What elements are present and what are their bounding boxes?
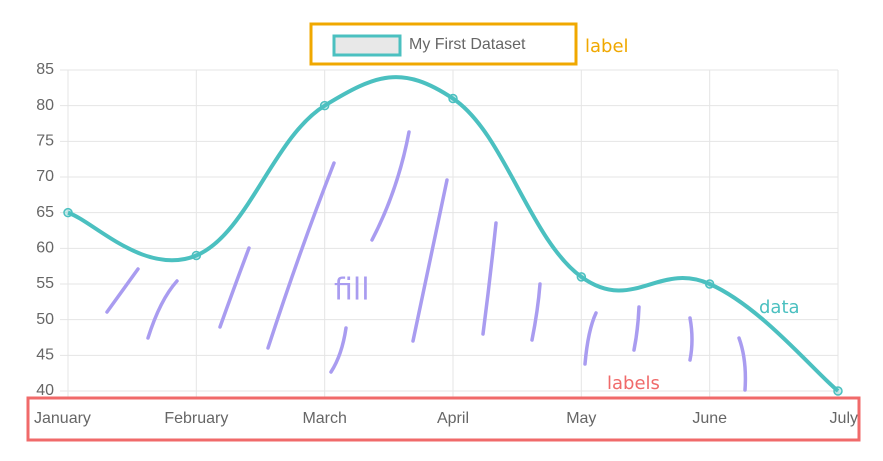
data-point <box>191 250 202 261</box>
labels-highlight-box <box>26 396 861 442</box>
x-tick-label: January <box>34 410 91 427</box>
data-point <box>833 386 843 396</box>
label-highlight-box <box>309 22 578 66</box>
plot: 40 45 50 55 60 65 70 75 80 85 January February March… <box>34 34 858 427</box>
y-tick-label: 70 <box>36 168 54 185</box>
y-tick-label: 65 <box>36 204 54 221</box>
y-tick-label: 75 <box>36 133 54 150</box>
annotation: data <box>759 297 800 318</box>
data-point <box>448 93 458 104</box>
data-line <box>67 75 840 393</box>
data-point <box>319 100 330 111</box>
data-point <box>704 279 715 289</box>
x-tick-label: March <box>302 410 346 427</box>
y-tick-label: 45 <box>36 347 54 364</box>
legend-swatch <box>332 34 402 57</box>
fill-sketch <box>105 130 748 392</box>
x-tick-label: April <box>437 410 469 427</box>
x-tick-label: May <box>566 410 596 427</box>
legend-label: My First Dataset <box>409 36 526 53</box>
annotation: fill <box>334 273 370 308</box>
data-point <box>63 207 73 218</box>
annotation: labels <box>607 373 660 394</box>
y-tick-label: 85 <box>36 61 54 78</box>
x-tick-label: June <box>692 410 727 427</box>
y-tick-label: 60 <box>36 240 54 257</box>
annotation: label <box>585 36 629 57</box>
x-tick-label: July <box>830 410 858 427</box>
y-tick-label: 80 <box>36 97 54 114</box>
x-tick-label: February <box>164 410 228 427</box>
y-tick-label: 40 <box>36 382 54 399</box>
y-tick-label: 50 <box>36 311 54 328</box>
data-point <box>576 272 587 282</box>
y-tick-label: 55 <box>36 275 54 292</box>
